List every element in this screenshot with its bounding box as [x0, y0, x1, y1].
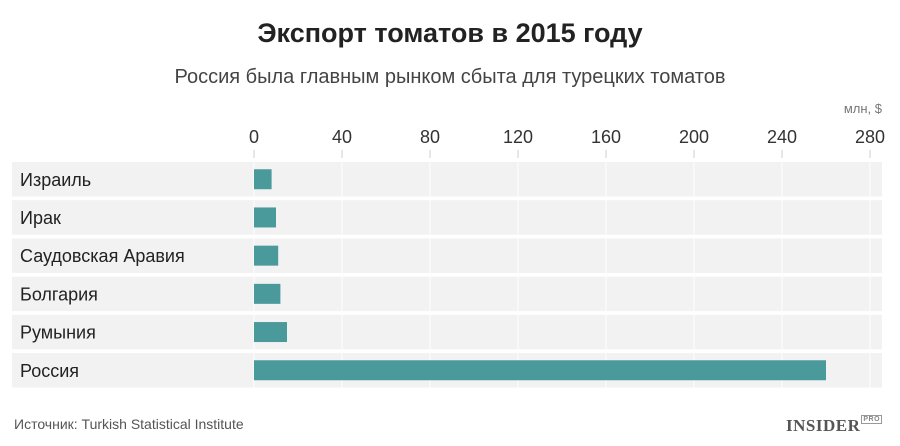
x-tick-label: 0	[249, 127, 259, 147]
x-tick-label: 240	[767, 127, 797, 147]
bar	[254, 245, 279, 266]
bar	[254, 360, 826, 381]
category-label: Ирак	[20, 208, 61, 228]
x-tick-label: 120	[503, 127, 533, 147]
chart-subtitle: Россия была главным рынком сбыта для тур…	[174, 66, 726, 88]
row-band	[12, 314, 882, 350]
x-tick-label: 80	[420, 127, 440, 147]
x-tick-label: 200	[679, 127, 709, 147]
row-band	[12, 276, 882, 312]
x-tick-label: 280	[855, 127, 885, 147]
chart-title: Экспорт томатов в 2015 году	[257, 18, 643, 48]
row-band	[12, 238, 882, 273]
bar	[254, 283, 281, 304]
row-band	[12, 162, 882, 197]
category-label: Израиль	[20, 170, 91, 190]
category-labels: Израиль Ирак Саудовская Аравия Болгария Румы…	[20, 170, 185, 381]
category-label: Россия	[20, 361, 79, 381]
category-label: Болгария	[20, 284, 98, 304]
x-tick-label: 40	[332, 127, 352, 147]
bar	[254, 169, 272, 190]
x-tick-label: 160	[591, 127, 621, 147]
brand-name: INSIDER	[786, 416, 861, 435]
brand-logo: INSIDER PRO	[786, 415, 883, 436]
brand-sup: PRO	[861, 415, 883, 424]
category-label: Румыния	[20, 323, 96, 343]
bar	[254, 322, 287, 343]
x-axis-ticks: 0 40 80 120 160 200 240 280	[249, 127, 885, 147]
gridlines	[253, 150, 871, 392]
row-band	[12, 200, 882, 235]
bar	[254, 207, 276, 228]
category-label: Саудовская Аравия	[20, 246, 185, 266]
row-bands	[12, 162, 882, 388]
source-note: Источник: Turkish Statistical Institute	[14, 416, 244, 432]
unit-label: млн, $	[844, 101, 883, 116]
bars	[254, 169, 826, 381]
